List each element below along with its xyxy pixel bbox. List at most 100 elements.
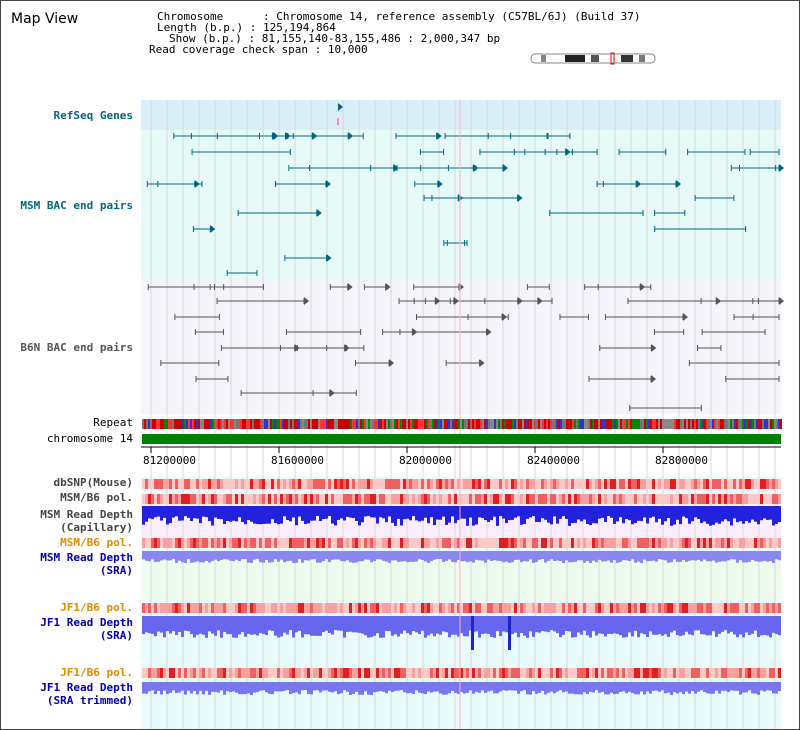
jf1-sra-depth-bar <box>382 616 385 638</box>
repeat-segment <box>600 419 602 429</box>
msm-sra-depth-bar <box>532 551 535 563</box>
msm-capillary-depth-bar <box>349 506 352 518</box>
jf1-trimmed-depth-bar <box>727 682 730 692</box>
msm-b6-pol-cell <box>283 494 286 504</box>
jf1-trimmed-depth-bar <box>514 682 517 691</box>
msm-sra-depth-bar <box>298 551 301 560</box>
jf1-b6-pol2-cell <box>667 668 670 678</box>
msm-capillary-depth-bar <box>544 506 547 520</box>
repeat-segment <box>244 419 246 429</box>
repeat-segment <box>738 419 740 429</box>
msm-capillary-depth-bar <box>433 506 436 526</box>
track-label-msm-b6-pol[interactable]: MSM/B6 pol. <box>60 491 133 504</box>
msm-b6-pol2-cell <box>766 538 769 548</box>
msm-b6-pol2-cell <box>601 538 604 548</box>
track-label-msm-depth-sra[interactable]: MSM Read Depth (SRA) <box>40 551 133 577</box>
dbsnp-cell <box>313 479 316 489</box>
track-label-msm-bac[interactable]: MSM BAC end pairs <box>20 199 133 212</box>
jf1-b6-pol-cell <box>577 603 580 613</box>
jf1-b6-pol-cell <box>295 603 298 613</box>
msm-sra-depth-bar <box>148 551 151 562</box>
msm-sra-depth-bar <box>370 551 373 563</box>
msm-capillary-depth-bar <box>601 506 604 518</box>
jf1-trimmed-depth-bar <box>412 682 415 694</box>
track-label-msm-b6-pol-2[interactable]: MSM/B6 pol. <box>60 536 133 549</box>
msm-b6-pol-cell <box>508 494 511 504</box>
repeat-segment <box>182 419 184 429</box>
jf1-b6-pol2-cell <box>610 668 613 678</box>
track-label-jf1-depth[interactable]: JF1 Read Depth (SRA) <box>40 616 133 642</box>
msm-b6-pol2-cell <box>523 538 526 548</box>
repeat-segment <box>418 419 420 429</box>
jf1-trimmed-depth-bar <box>202 682 205 695</box>
jf1-b6-pol-cell <box>250 603 253 613</box>
jf1-b6-pol2-cell <box>403 668 406 678</box>
jf1-trimmed-depth-bar <box>604 682 607 695</box>
msm-b6-pol-cell <box>340 494 343 504</box>
track-label-dbsnp[interactable]: dbSNP(Mouse) <box>53 476 133 489</box>
repeat-segment <box>454 419 456 429</box>
msm-b6-pol2-cell <box>607 538 610 548</box>
dbsnp-cell <box>220 479 223 489</box>
msm-b6-pol-cell <box>556 494 559 504</box>
jf1-b6-pol-cell <box>271 603 274 613</box>
msm-sra-depth-bar <box>415 551 418 562</box>
msm-b6-pol-cell <box>430 494 433 504</box>
jf1-b6-pol-cell <box>478 603 481 613</box>
track-label-refseq[interactable]: RefSeq Genes <box>53 109 133 122</box>
jf1-sra-depth-bar <box>235 616 238 638</box>
dbsnp-cell <box>214 479 217 489</box>
msm-b6-pol-cell <box>751 494 754 504</box>
jf1-trimmed-depth-bar <box>229 682 232 693</box>
jf1-trimmed-depth-bar <box>676 682 679 694</box>
msm-b6-pol2-cell <box>301 538 304 548</box>
msm-b6-pol2-cell <box>490 538 493 548</box>
msm-capillary-depth-bar <box>688 506 691 524</box>
b6n-bac-pair-arrow <box>329 389 335 397</box>
jf1-sra-depth-bar <box>772 616 775 633</box>
msm-b6-pol-cell <box>373 494 376 504</box>
jf1-b6-pol2-cell <box>652 668 655 678</box>
msm-b6-pol-cell <box>229 494 232 504</box>
jf1-sra-depth-bar <box>148 616 151 634</box>
repeat-segment <box>310 419 312 429</box>
jf1-b6-pol2-cell <box>445 668 448 678</box>
dbsnp-cell <box>421 479 424 489</box>
msm-b6-pol-cell <box>226 494 229 504</box>
msm-b6-pol-cell <box>748 494 751 504</box>
track-label-msm-depth-capillary[interactable]: MSM Read Depth (Capillary) <box>40 508 133 534</box>
repeat-segment <box>688 419 690 429</box>
jf1-sra-depth-bar <box>682 616 685 636</box>
repeat-segment <box>224 419 226 429</box>
jf1-trimmed-depth-bar <box>196 682 199 695</box>
jf1-sra-depth-bar <box>514 616 517 633</box>
msm-b6-pol2-cell <box>688 538 691 548</box>
jf1-trimmed-depth-bar <box>325 682 328 691</box>
track-label-jf1-depth-trimmed[interactable]: JF1 Read Depth (SRA trimmed) <box>40 681 133 707</box>
track-label-b6n-bac[interactable]: B6N BAC end pairs <box>20 341 133 354</box>
dbsnp-cell <box>499 479 502 489</box>
msm-sra-depth-bar <box>559 551 562 562</box>
msm-capillary-depth-bar <box>217 506 220 519</box>
dbsnp-cell <box>628 479 631 489</box>
msm-b6-pol-cell <box>670 494 673 504</box>
msm-b6-pol-cell <box>598 494 601 504</box>
msm-b6-pol-cell <box>181 494 184 504</box>
chromosome-ideogram[interactable] <box>530 52 656 65</box>
msm-sra-depth-bar <box>394 551 397 561</box>
track-label-jf1-pol-2[interactable]: JF1/B6 pol. <box>60 666 133 679</box>
msm-sra-depth-bar <box>619 551 622 562</box>
jf1-sra-depth-bar <box>751 616 754 634</box>
jf1-trimmed-depth-bar <box>169 682 172 693</box>
jf1-sra-depth-bar <box>364 616 367 636</box>
jf1-b6-pol2-cell <box>373 668 376 678</box>
repeat-segment <box>236 419 238 429</box>
repeat-segment <box>556 419 558 429</box>
repeat-segment <box>592 419 594 429</box>
repeat-segment <box>376 419 378 429</box>
jf1-b6-pol-cell <box>205 603 208 613</box>
msm-capillary-depth-bar <box>706 506 709 524</box>
track-label-jf1-pol[interactable]: JF1/B6 pol. <box>60 601 133 614</box>
msm-b6-pol-cell <box>313 494 316 504</box>
